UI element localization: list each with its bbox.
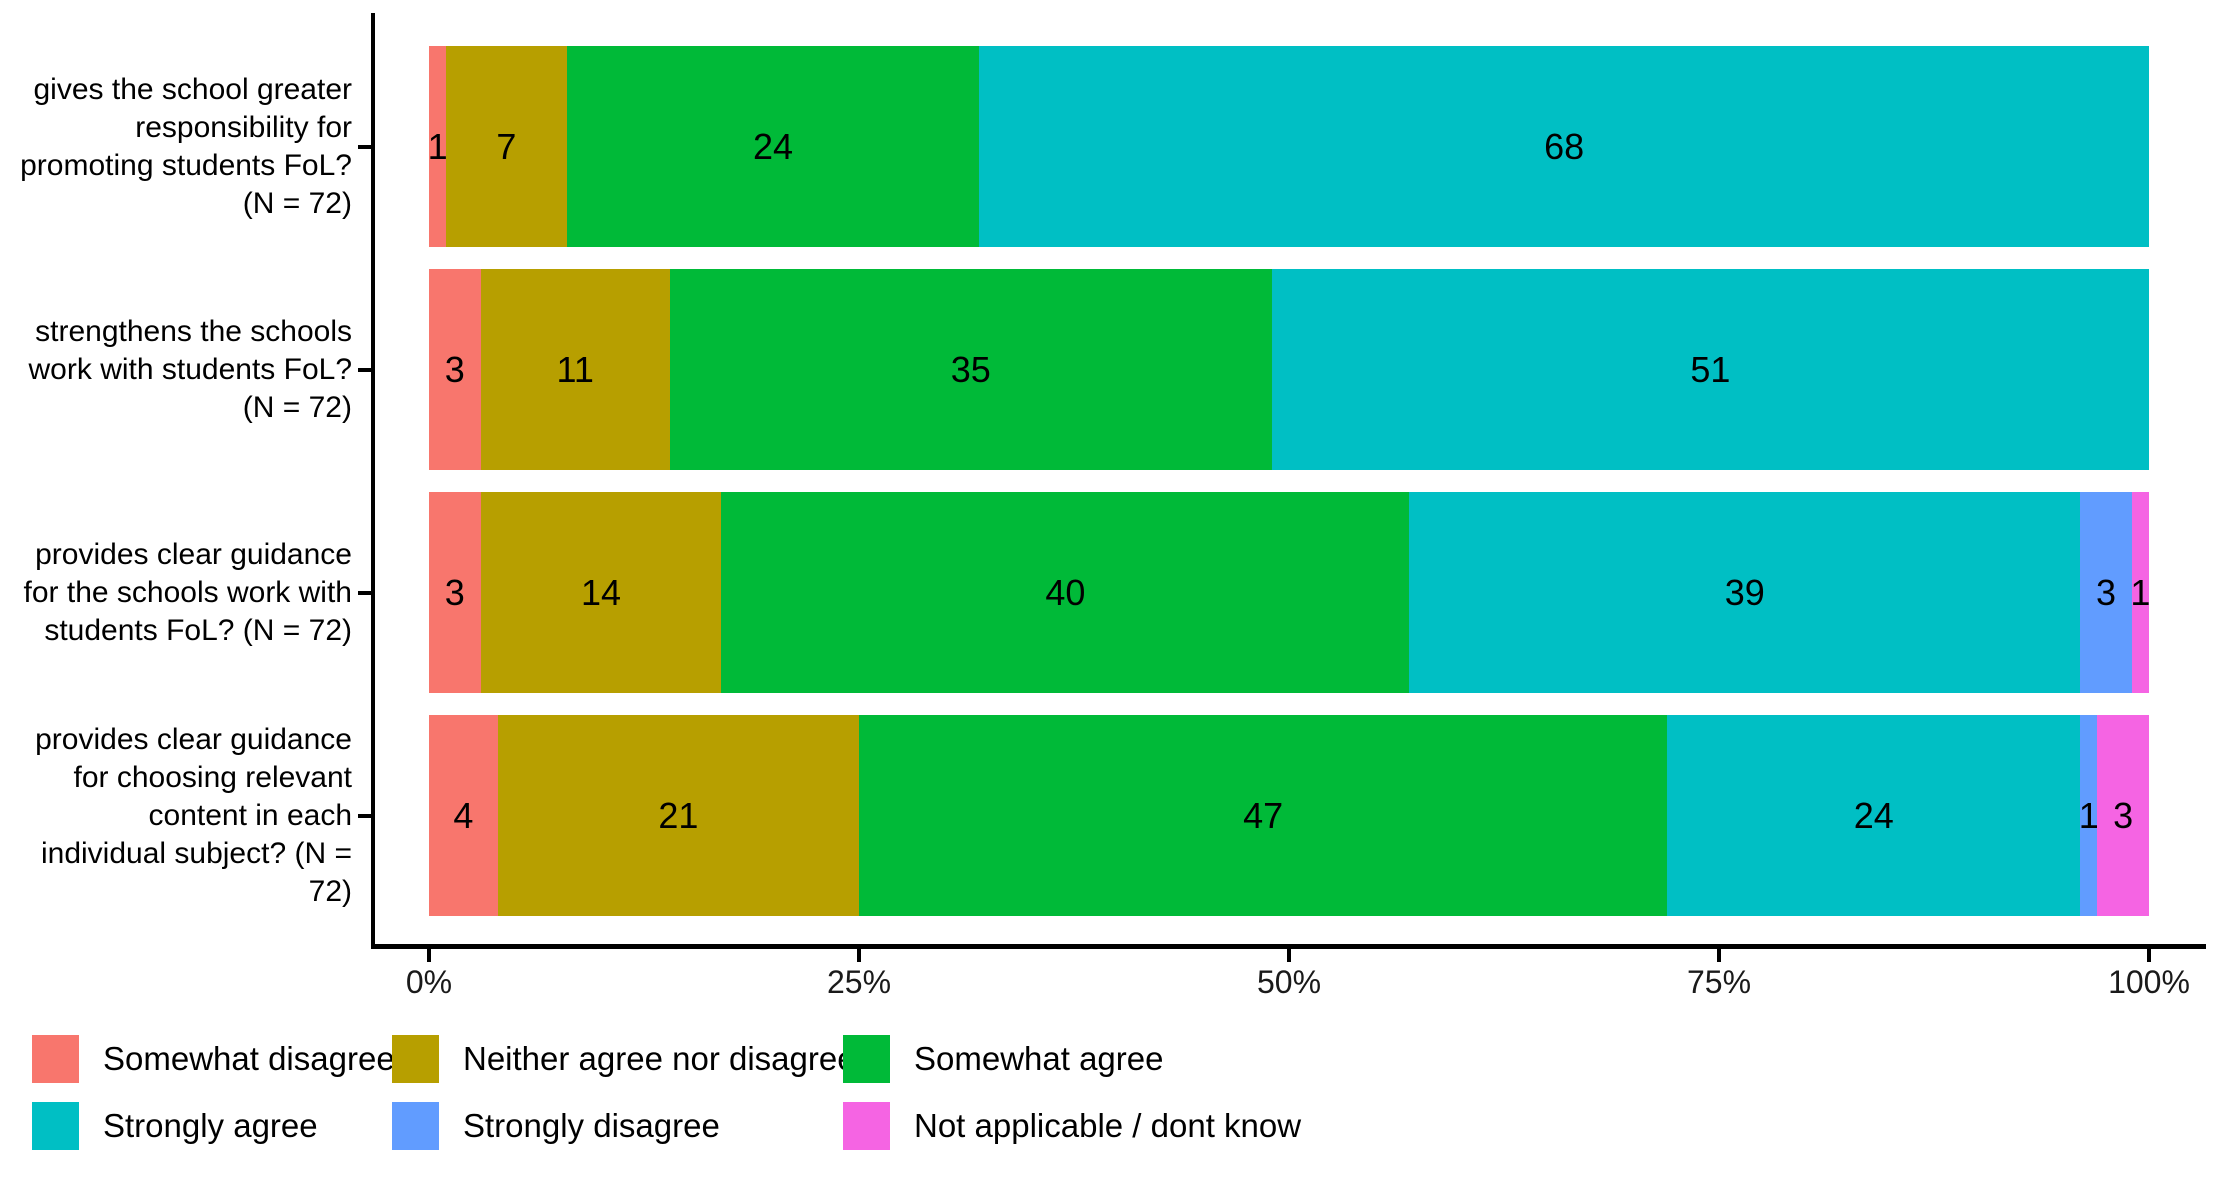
bar-segment: 47 (858, 715, 1668, 916)
y-axis-category-label-line: responsibility for (135, 110, 352, 144)
legend-item: Somewhat agree (843, 1035, 1163, 1083)
bar-row: 3 14 40 39 3 1 (429, 492, 2151, 693)
x-axis-tick (2147, 949, 2151, 962)
bar-value-label: 35 (950, 348, 991, 390)
bar-segment: 51 (1271, 269, 2149, 470)
x-axis-tick-label: 0% (405, 964, 453, 1000)
bar-value-label: 4 (453, 794, 474, 836)
legend-color-swatch (843, 1035, 890, 1083)
bar-segment: 7 (446, 46, 567, 247)
legend-item-label: Strongly disagree (463, 1107, 720, 1144)
y-axis-category-label-line: work with students FoL? (28, 352, 352, 386)
x-axis-tick-label: 50% (1256, 964, 1322, 1000)
legend-color-swatch (843, 1102, 890, 1150)
bar-value-label: 68 (1544, 125, 1585, 167)
legend-item: Strongly disagree (392, 1102, 720, 1150)
y-axis-category-label-line: provides clear guidance (35, 537, 352, 571)
bar-segment: 3 (2097, 715, 2149, 916)
y-axis-tick (358, 367, 371, 372)
legend-color-swatch (32, 1102, 79, 1150)
bar-segment: 24 (1667, 715, 2081, 916)
y-axis-category-label-line: individual subject? (N = (40, 836, 352, 870)
x-axis-tick (1287, 949, 1291, 962)
y-axis-category-label-line: for choosing relevant (73, 760, 353, 794)
bar-row: 3 11 35 51 (429, 269, 2149, 470)
bar-value-label: 24 (752, 125, 793, 167)
bar-value-label: 11 (556, 348, 594, 390)
y-axis-line (371, 13, 375, 948)
bar-value-label: 47 (1243, 794, 1284, 836)
legend-color-swatch (32, 1035, 79, 1083)
y-axis-category-label: gives the school greater responsibility f… (0, 71, 352, 223)
y-axis-category-label: provides clear guidance for the schools w… (0, 536, 352, 650)
x-axis-tick-label: 100% (2108, 964, 2190, 1000)
legend-item-label: Somewhat disagree (103, 1040, 395, 1077)
bar-value-label: 3 (2095, 571, 2116, 613)
bar-segment: 1 (2130, 492, 2151, 693)
bar-segment: 68 (979, 46, 2149, 247)
y-axis-tick (358, 813, 371, 818)
y-axis-category-label: strengthens the schools work with student… (0, 313, 352, 427)
bar-segment: 14 (480, 492, 722, 693)
bar-value-label: 3 (2113, 794, 2134, 836)
bar-segment: 21 (497, 715, 859, 916)
bar-segment: 3 (429, 492, 481, 693)
legend-item-label: Neither agree nor disagree (463, 1040, 856, 1077)
bar-value-label: 1 (427, 125, 448, 167)
legend-item-label: Somewhat agree (914, 1040, 1164, 1077)
legend-item: Neither agree nor disagree (392, 1035, 856, 1083)
bar-row: 4 21 47 24 1 3 (429, 715, 2149, 916)
y-axis-category-label-line: 72) (308, 874, 352, 908)
bar-segment: 1 (2078, 715, 2099, 916)
bar-value-label: 7 (496, 125, 517, 167)
x-axis-tick-label: 25% (826, 964, 892, 1000)
bar-segment: 40 (721, 492, 1410, 693)
bar-segment: 1 (427, 46, 448, 247)
bar-value-label: 21 (658, 794, 699, 836)
bar-value-label: 3 (444, 348, 465, 390)
legend-item-label: Not applicable / dont know (914, 1107, 1302, 1144)
bar-value-label: 51 (1690, 348, 1731, 390)
legend-item: Not applicable / dont know (843, 1102, 1301, 1150)
bar-value-label: 3 (444, 571, 465, 613)
x-axis-tick (1717, 949, 1721, 962)
x-axis-tick (857, 949, 861, 962)
x-axis-tick (427, 949, 431, 962)
bar-segment: 39 (1409, 492, 2081, 693)
y-axis-category-label-line: promoting students FoL? (20, 148, 352, 182)
bar-segment: 24 (566, 46, 980, 247)
x-axis-tick-label: 75% (1686, 964, 1752, 1000)
bar-segment: 35 (669, 269, 1272, 470)
x-axis-line (371, 944, 2206, 949)
bar-segment: 3 (429, 269, 481, 470)
y-axis-category-label-line: content in each (148, 798, 352, 832)
bar-segment: 11 (480, 269, 670, 470)
bar-row: 1 7 24 68 (427, 46, 2149, 247)
legend-color-swatch (392, 1035, 439, 1083)
y-axis-category-label-line: students FoL? (N = 72) (44, 613, 352, 647)
legend-item-label: Strongly agree (103, 1107, 318, 1144)
bar-value-label: 40 (1045, 571, 1086, 613)
y-axis-category-label-line: (N = 72) (242, 390, 352, 424)
y-axis-category-label-line: gives the school greater (33, 72, 352, 106)
bar-segment: 4 (429, 715, 498, 916)
y-axis-tick (358, 590, 371, 595)
y-axis-category-label: provides clear guidance for choosing rele… (0, 721, 352, 911)
y-axis-category-label-line: strengthens the schools (35, 314, 352, 348)
legend-item: Strongly agree (32, 1102, 318, 1150)
bar-value-label: 1 (2130, 571, 2151, 613)
y-axis-category-label-line: (N = 72) (242, 186, 352, 220)
y-axis-category-label-line: provides clear guidance (35, 722, 352, 756)
bar-value-label: 14 (580, 571, 622, 613)
bar-value-label: 39 (1724, 571, 1765, 613)
legend-item: Somewhat disagree (32, 1035, 395, 1083)
bar-value-label: 1 (2078, 794, 2099, 836)
legend-color-swatch (392, 1102, 439, 1150)
y-axis-category-label-line: for the schools work with (23, 575, 352, 609)
bar-value-label: 24 (1853, 794, 1894, 836)
y-axis-tick (358, 144, 371, 149)
bar-segment: 3 (2080, 492, 2132, 693)
